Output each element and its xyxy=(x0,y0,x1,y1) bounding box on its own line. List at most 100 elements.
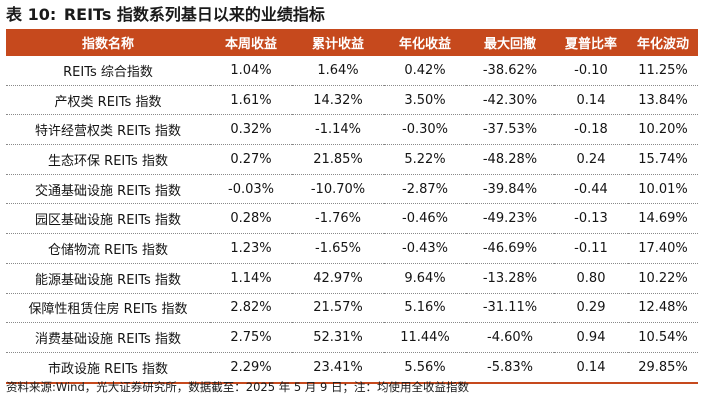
table-row: 园区基础设施 REITs 指数 0.28% -1.76% -0.46% -49.23% -… xyxy=(6,203,698,235)
cell-annualized-volatility: 15.74% xyxy=(628,144,698,175)
cell-annualized-return: -2.87% xyxy=(384,174,466,205)
table-row: 消费基础设施 REITs 指数 2.75% 52.31% 11.44% -4.60% 0.… xyxy=(6,322,698,353)
column-header-annualized-volatility: 年化波动 xyxy=(628,29,698,56)
cell-annualized-volatility: 10.54% xyxy=(628,322,698,353)
cell-sharpe-ratio: 0.94 xyxy=(554,322,628,353)
column-header-sharpe-ratio: 夏普比率 xyxy=(554,29,628,56)
cell-max-drawdown: -5.83% xyxy=(466,352,554,384)
cell-cumulative-return: 1.64% xyxy=(292,56,384,86)
column-header-index-name: 指数名称 xyxy=(6,29,210,56)
cell-weekly-return: 2.75% xyxy=(210,322,292,353)
table-number: 表 10: xyxy=(6,5,57,24)
column-header-cumulative-return: 累计收益 xyxy=(292,29,384,56)
cell-weekly-return: 0.28% xyxy=(210,203,292,235)
cell-sharpe-ratio: 0.14 xyxy=(554,85,628,116)
cell-index-name: 仓储物流 REITs 指数 xyxy=(6,233,210,264)
cell-max-drawdown: -46.69% xyxy=(466,233,554,264)
cell-index-name: 能源基础设施 REITs 指数 xyxy=(6,263,210,294)
column-header-max-drawdown: 最大回撤 xyxy=(466,29,554,56)
cell-index-name: 保障性租赁住房 REITs 指数 xyxy=(6,293,210,324)
table-row: 仓储物流 REITs 指数 1.23% -1.65% -0.43% -46.69% -0.… xyxy=(6,233,698,264)
cell-annualized-volatility: 12.48% xyxy=(628,293,698,324)
cell-annualized-return: -0.43% xyxy=(384,233,466,264)
column-header-annualized-return: 年化收益 xyxy=(384,29,466,56)
cell-sharpe-ratio: 0.14 xyxy=(554,352,628,384)
cell-cumulative-return: 14.32% xyxy=(292,85,384,116)
cell-max-drawdown: -38.62% xyxy=(466,56,554,86)
cell-cumulative-return: -10.70% xyxy=(292,174,384,205)
table-header-row: 指数名称 本周收益 累计收益 年化收益 最大回撤 夏普比率 年化波动 xyxy=(6,29,698,56)
cell-cumulative-return: 21.57% xyxy=(292,293,384,324)
cell-annualized-volatility: 10.01% xyxy=(628,174,698,205)
cell-annualized-return: 0.42% xyxy=(384,56,466,86)
cell-annualized-volatility: 10.22% xyxy=(628,263,698,294)
table-title: 表 10: REITs 指数系列基日以来的业绩指标 xyxy=(6,3,325,27)
cell-index-name: 产权类 REITs 指数 xyxy=(6,85,210,116)
table-row: 交通基础设施 REITs 指数 -0.03% -10.70% -2.87% -39.84… xyxy=(6,174,698,205)
cell-cumulative-return: 21.85% xyxy=(292,144,384,175)
cell-weekly-return: 0.27% xyxy=(210,144,292,175)
cell-cumulative-return: 52.31% xyxy=(292,322,384,353)
table-row: 保障性租赁住房 REITs 指数 2.82% 21.57% 5.16% -31.11% 0… xyxy=(6,293,698,324)
cell-max-drawdown: -49.23% xyxy=(466,203,554,235)
cell-weekly-return: 1.23% xyxy=(210,233,292,264)
cell-annualized-return: 5.22% xyxy=(384,144,466,175)
cell-sharpe-ratio: -0.11 xyxy=(554,233,628,264)
cell-cumulative-return: -1.65% xyxy=(292,233,384,264)
table-title-text: REITs 指数系列基日以来的业绩指标 xyxy=(63,5,325,24)
table-row: 能源基础设施 REITs 指数 1.14% 42.97% 9.64% -13.28% 0.… xyxy=(6,263,698,294)
table-row: REITs 综合指数 1.04% 1.64% 0.42% -38.62% -0.10 11.… xyxy=(6,56,698,86)
cell-weekly-return: 1.61% xyxy=(210,85,292,116)
cell-annualized-return: 9.64% xyxy=(384,263,466,294)
cell-weekly-return: 2.82% xyxy=(210,293,292,324)
cell-sharpe-ratio: 0.24 xyxy=(554,144,628,175)
cell-weekly-return: 1.04% xyxy=(210,56,292,86)
table-row: 产权类 REITs 指数 1.61% 14.32% 3.50% -42.30% 0.14 1… xyxy=(6,85,698,116)
cell-index-name: 生态环保 REITs 指数 xyxy=(6,144,210,175)
cell-annualized-volatility: 14.69% xyxy=(628,203,698,235)
cell-index-name: 市政设施 REITs 指数 xyxy=(6,352,210,384)
table-row: 特许经营权类 REITs 指数 0.32% -1.14% -0.30% -37.53% -… xyxy=(6,114,698,146)
cell-sharpe-ratio: -0.44 xyxy=(554,174,628,205)
cell-cumulative-return: -1.76% xyxy=(292,203,384,235)
table-body: REITs 综合指数 1.04% 1.64% 0.42% -38.62% -0.10 11.… xyxy=(6,56,698,384)
cell-sharpe-ratio: 0.29 xyxy=(554,293,628,324)
cell-weekly-return: 0.32% xyxy=(210,114,292,146)
cell-annualized-volatility: 10.20% xyxy=(628,114,698,146)
cell-sharpe-ratio: -0.10 xyxy=(554,56,628,86)
cell-max-drawdown: -37.53% xyxy=(466,114,554,146)
cell-weekly-return: 1.14% xyxy=(210,263,292,294)
cell-max-drawdown: -31.11% xyxy=(466,293,554,324)
cell-max-drawdown: -48.28% xyxy=(466,144,554,175)
performance-table: 指数名称 本周收益 累计收益 年化收益 最大回撤 夏普比率 年化波动 REITs 综合指数 1… xyxy=(6,29,698,384)
cell-max-drawdown: -13.28% xyxy=(466,263,554,294)
cell-index-name: 园区基础设施 REITs 指数 xyxy=(6,203,210,235)
column-header-weekly-return: 本周收益 xyxy=(210,29,292,56)
cell-index-name: REITs 综合指数 xyxy=(6,56,210,86)
cell-max-drawdown: -42.30% xyxy=(466,85,554,116)
cell-annualized-return: -0.46% xyxy=(384,203,466,235)
cell-annualized-return: 5.56% xyxy=(384,352,466,384)
cell-cumulative-return: 23.41% xyxy=(292,352,384,384)
cell-index-name: 消费基础设施 REITs 指数 xyxy=(6,322,210,353)
cell-cumulative-return: -1.14% xyxy=(292,114,384,146)
cell-sharpe-ratio: -0.18 xyxy=(554,114,628,146)
cell-annualized-volatility: 17.40% xyxy=(628,233,698,264)
cell-annualized-return: 5.16% xyxy=(384,293,466,324)
cell-annualized-return: -0.30% xyxy=(384,114,466,146)
cell-max-drawdown: -4.60% xyxy=(466,322,554,353)
cell-sharpe-ratio: 0.80 xyxy=(554,263,628,294)
cell-annualized-volatility: 11.25% xyxy=(628,56,698,86)
cell-max-drawdown: -39.84% xyxy=(466,174,554,205)
cell-cumulative-return: 42.97% xyxy=(292,263,384,294)
table-row: 市政设施 REITs 指数 2.29% 23.41% 5.56% -5.83% 0.14 2… xyxy=(6,352,698,384)
cell-annualized-return: 11.44% xyxy=(384,322,466,353)
cell-annualized-volatility: 29.85% xyxy=(628,352,698,384)
cell-weekly-return: -0.03% xyxy=(210,174,292,205)
source-note: 资料来源:Wind，光大证券研究所，数据截至：2025 年 5 月 9 日；注：… xyxy=(6,380,469,394)
cell-annualized-volatility: 13.84% xyxy=(628,85,698,116)
table-row: 生态环保 REITs 指数 0.27% 21.85% 5.22% -48.28% 0.24… xyxy=(6,144,698,175)
cell-sharpe-ratio: -0.13 xyxy=(554,203,628,235)
cell-index-name: 交通基础设施 REITs 指数 xyxy=(6,174,210,205)
cell-index-name: 特许经营权类 REITs 指数 xyxy=(6,114,210,146)
